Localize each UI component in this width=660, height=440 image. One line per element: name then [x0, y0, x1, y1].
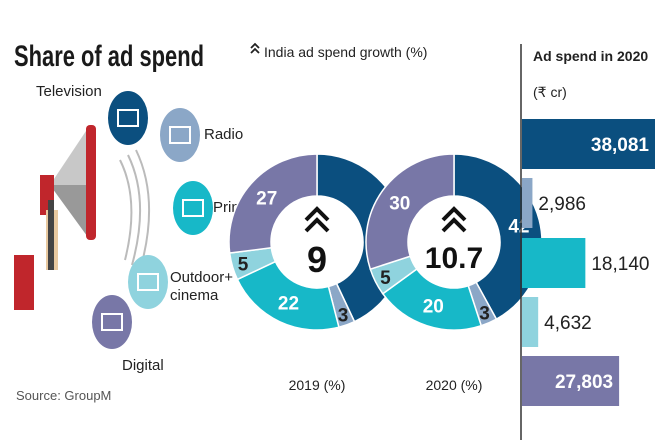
slice-label: 30: [389, 194, 410, 215]
title: Share of ad spend: [14, 40, 204, 73]
bar-unit: (₹ cr): [533, 84, 567, 100]
donut-year-label: 2019 (%): [289, 377, 346, 393]
slice-label: 20: [423, 297, 444, 318]
bar: [522, 238, 586, 288]
newspaper-icon: [173, 181, 213, 235]
bar-value-label: 4,632: [544, 313, 592, 334]
center-value: 9: [307, 239, 327, 280]
slice-label: 22: [278, 294, 299, 315]
growth-arrow-icon: [304, 206, 330, 233]
bar: [522, 297, 539, 347]
growth-icon: [250, 42, 260, 54]
media-label: Television: [36, 83, 102, 100]
television-icon: [108, 91, 148, 145]
source: Source: GroupM: [16, 388, 111, 403]
media-label-2: cinema: [170, 287, 219, 304]
bar-value-label: 27,803: [555, 372, 613, 393]
slice-label: 27: [256, 189, 277, 210]
donut-slice: [228, 153, 318, 254]
slice-label: 3: [479, 304, 490, 325]
media-label: Digital: [122, 357, 164, 374]
media-label: Radio: [204, 126, 243, 143]
megaphone-icon: [14, 125, 151, 310]
slice-label: 5: [238, 254, 249, 275]
media-label: Outdoor+: [170, 269, 233, 286]
bar: [522, 356, 620, 406]
donut-slice: [453, 153, 543, 321]
donut-year-label: 2020 (%): [426, 377, 483, 393]
bar: [522, 119, 655, 169]
slice-label: 5: [380, 268, 391, 289]
computer-monitor-icon: [92, 295, 132, 349]
slice-label: 3: [338, 305, 349, 326]
bar-value-label: 18,140: [591, 254, 649, 275]
billboard-icon: [128, 255, 168, 309]
growth-heading: India ad spend growth (%): [264, 44, 427, 60]
center-value: 10.7: [425, 242, 483, 275]
bar: [522, 178, 533, 228]
bar-title: Ad spend in 2020: [533, 48, 648, 64]
donut-slice: [365, 153, 455, 271]
radio-icon: [160, 108, 200, 162]
bar-value-label: 38,081: [591, 135, 650, 156]
bar-value-label: 2,986: [538, 194, 586, 215]
growth-arrow-icon: [441, 206, 467, 233]
